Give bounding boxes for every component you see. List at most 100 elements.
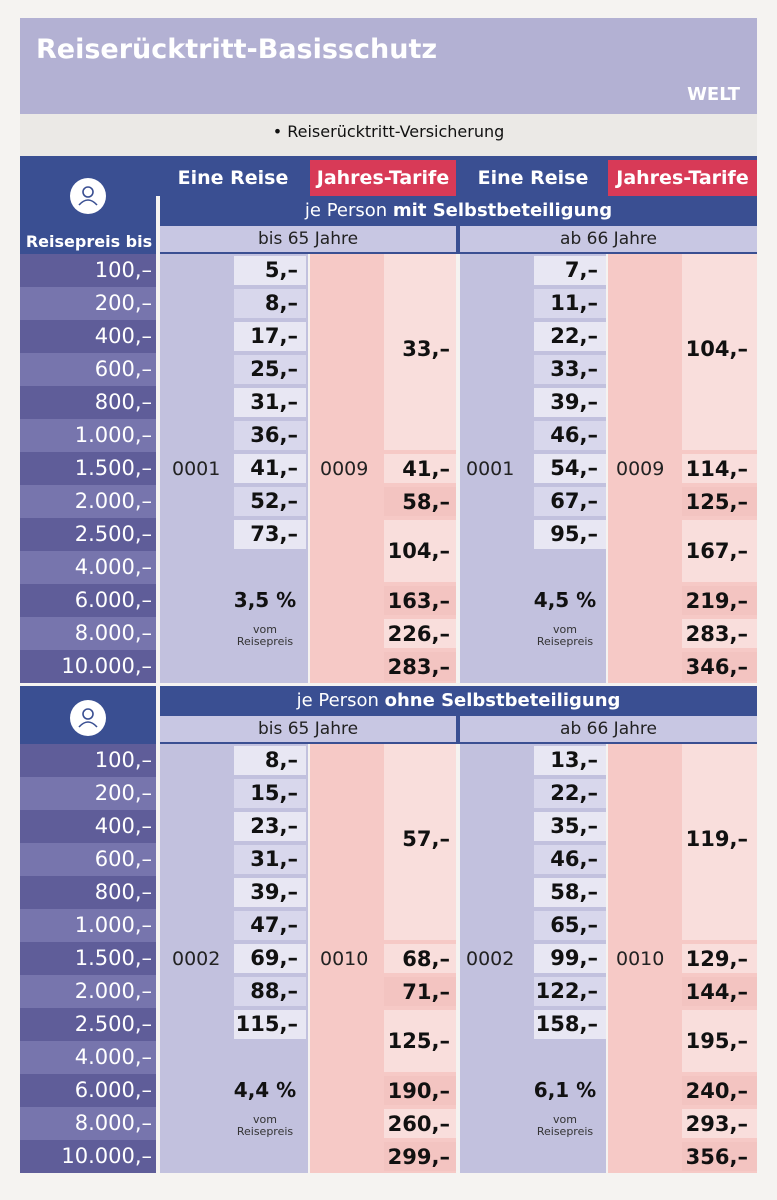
single-price: 8,– xyxy=(264,748,298,772)
single-price: 47,– xyxy=(250,913,298,937)
single-price: 8,– xyxy=(264,291,298,315)
section-1-age-right: ab 66 Jahre xyxy=(560,719,657,739)
single-price: 5,– xyxy=(264,258,298,282)
heading-bold: ohne Selbstbeteiligung xyxy=(384,690,621,711)
single-price-cell xyxy=(234,977,306,1006)
reisepreis-value: 800,– xyxy=(94,390,152,414)
annual-price-cell xyxy=(384,1142,456,1171)
reisepreis-value: 2.500,– xyxy=(74,522,152,546)
annual-price: 260,– xyxy=(387,1111,450,1136)
single-price-cell xyxy=(534,454,606,483)
annual-price: 68,– xyxy=(402,946,450,971)
single-price-cell xyxy=(234,388,306,417)
reisepreis-value: 2.000,– xyxy=(74,979,152,1003)
annual-group-price: 57,– xyxy=(402,826,450,851)
heading-prefix: je Person xyxy=(296,690,385,711)
reisepreis-row xyxy=(20,810,156,843)
reisepreis-row xyxy=(20,617,156,650)
annual-price-cell xyxy=(682,520,757,582)
single-price: 122,– xyxy=(535,979,598,1003)
single-price-cell xyxy=(534,911,606,940)
annual-price: 190,– xyxy=(387,1078,450,1103)
single-price: 67,– xyxy=(550,489,598,513)
annual-price-cell xyxy=(682,586,757,615)
section-1-age-band-left xyxy=(160,716,456,742)
single-price-cell xyxy=(234,322,306,351)
vom-note: vom xyxy=(253,1113,277,1126)
annual-price: 125,– xyxy=(685,489,748,514)
annual-group-price: 33,– xyxy=(402,336,450,361)
single-price-cell xyxy=(534,977,606,1006)
code-annual: 0009 xyxy=(320,458,369,480)
annual-price: 346,– xyxy=(685,654,748,679)
section-0-heading: je Person mit Selbstbeteiligung xyxy=(160,200,757,221)
single-price-cell xyxy=(534,355,606,384)
col-eine-reise-right: Eine Reise xyxy=(460,160,606,196)
annual-price: 114,– xyxy=(685,456,748,481)
single-price: 11,– xyxy=(550,291,598,315)
single-price: 15,– xyxy=(250,781,298,805)
single-price-cell xyxy=(234,355,306,384)
section-0-age-right: ab 66 Jahre xyxy=(560,229,657,249)
single-percent: 6,1 % xyxy=(533,1078,597,1102)
annual-price-cell xyxy=(682,1109,757,1138)
single-price-cell xyxy=(534,944,606,973)
reisepreis-row xyxy=(20,1041,156,1074)
single-price-cell xyxy=(234,454,306,483)
code-annual: 0009 xyxy=(616,458,665,480)
person-icon xyxy=(70,700,106,736)
annual-price: 226,– xyxy=(387,621,450,646)
annual-price-cell xyxy=(682,1142,757,1171)
vom-note: vom xyxy=(553,623,577,636)
reisepreis-value: 6.000,– xyxy=(74,1078,152,1102)
reisepreis-row xyxy=(20,584,156,617)
single-price: 22,– xyxy=(550,781,598,805)
annual-price: 283,– xyxy=(685,621,748,646)
annual-price-cell xyxy=(384,944,456,973)
reisepreis-row xyxy=(20,975,156,1008)
reisepreis-row xyxy=(20,386,156,419)
single-price-cell xyxy=(534,746,606,775)
reisepreis-value: 10.000,– xyxy=(61,1144,152,1168)
reisepreis-row xyxy=(20,320,156,353)
reisepreis-value: 4.000,– xyxy=(74,1045,152,1069)
annual-price-cell xyxy=(682,652,757,681)
single-price: 23,– xyxy=(250,814,298,838)
single-price-cell xyxy=(234,520,306,549)
annual-group-cell xyxy=(384,254,456,450)
single-price: 17,– xyxy=(250,324,298,348)
reisepreis-row xyxy=(20,843,156,876)
single-price: 7,– xyxy=(564,258,598,282)
single-price: 99,– xyxy=(550,946,598,970)
annual-price-cell xyxy=(384,652,456,681)
reisepreis-row xyxy=(20,254,156,287)
annual-price-cell xyxy=(384,977,456,1006)
single-price: 65,– xyxy=(550,913,598,937)
single-price: 54,– xyxy=(550,456,598,480)
annual-price: 125,– xyxy=(387,1029,450,1053)
code-annual: 0010 xyxy=(320,948,369,970)
annual-price-cell xyxy=(384,520,456,582)
annual-group-price: 119,– xyxy=(685,826,748,851)
reisepreis-value: 200,– xyxy=(94,781,152,805)
single-price: 158,– xyxy=(535,1012,598,1036)
single-price: 46,– xyxy=(550,423,598,447)
single-price-cell xyxy=(534,845,606,874)
reisepreis-value: 400,– xyxy=(94,814,152,838)
reisepreis-row xyxy=(20,744,156,777)
single-price: 39,– xyxy=(250,880,298,904)
reisepreis-value: 1.000,– xyxy=(74,423,152,447)
code-single: 0002 xyxy=(172,948,221,970)
annual-price: 58,– xyxy=(402,489,450,514)
header-band xyxy=(20,18,757,114)
reisepreis-row xyxy=(20,287,156,320)
single-price-cell xyxy=(234,845,306,874)
single-price: 88,– xyxy=(250,979,298,1003)
single-price-cell xyxy=(534,779,606,808)
reisepreis-value: 600,– xyxy=(94,357,152,381)
section-0-age-band-left xyxy=(160,226,456,252)
reisepreis-note: Reisepreis xyxy=(536,1125,594,1138)
subtitle: • Reiserücktritt-Versicherung xyxy=(272,122,505,141)
reisepreis-note: Reisepreis xyxy=(236,635,294,648)
single-price-cell xyxy=(534,487,606,516)
